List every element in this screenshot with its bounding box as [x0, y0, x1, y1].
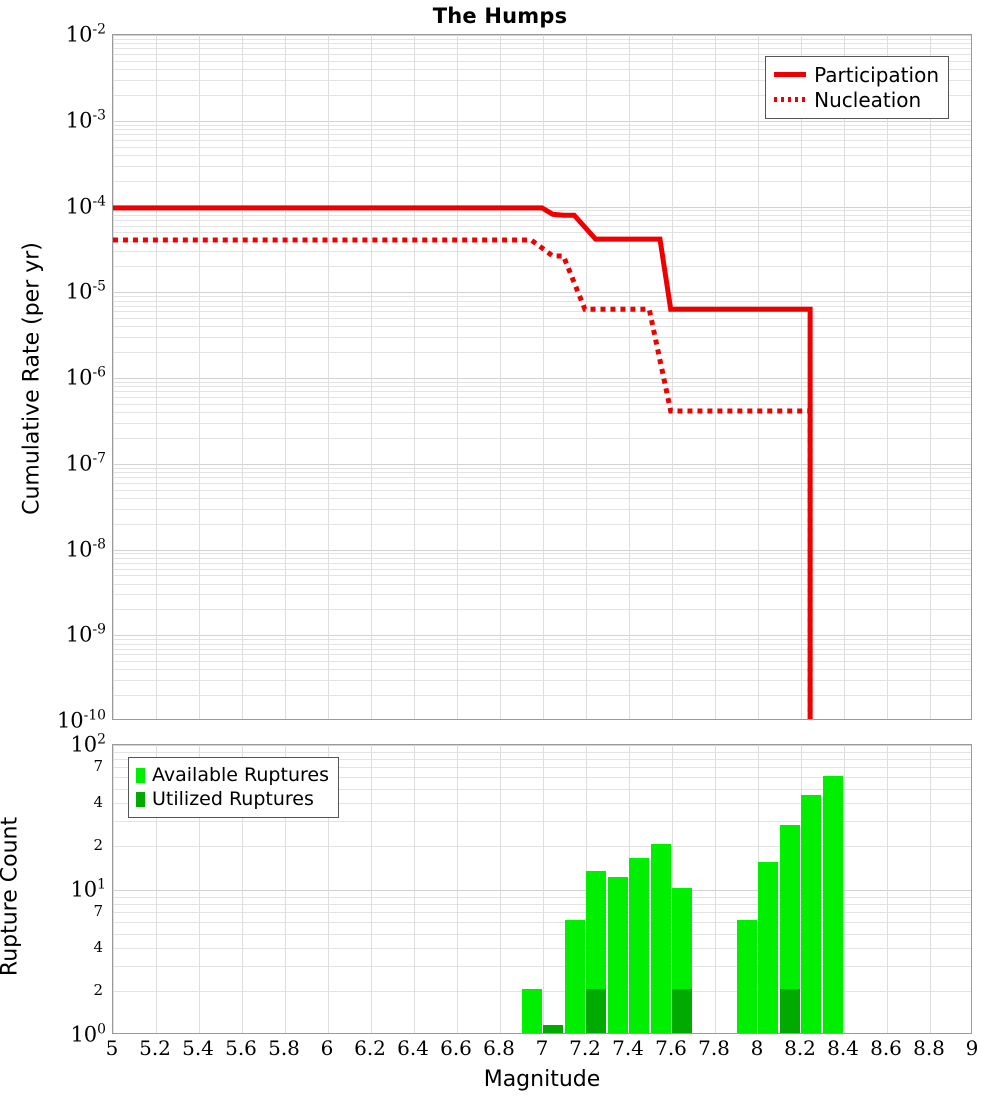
bar — [672, 745, 692, 1033]
x-tick: 6.2 — [354, 1036, 386, 1060]
page-title: The Humps — [432, 4, 568, 28]
top-y-axis-title: Cumulative Rate (per yr) — [19, 242, 45, 515]
bar — [650, 745, 671, 1033]
x-tick-labels: 5 5.2 5.4 5.6 5.8 6 6.2 6.4 6.6 6.8 7 7.2 7.4 7.6 7.8 8… — [106, 1036, 979, 1064]
utilized-bar-segment — [543, 1025, 563, 1033]
top-y-tick: 10-4 — [65, 193, 106, 218]
bar — [822, 745, 843, 1033]
cumulative-rate-plot: Participation Nucleation — [112, 34, 972, 720]
available-bar-segment — [607, 876, 628, 1033]
legend-item-available-ruptures[interactable]: Available Ruptures — [136, 763, 329, 787]
x-tick: 5.4 — [182, 1036, 214, 1060]
x-tick: 7.6 — [655, 1036, 687, 1060]
top-y-tick: 10-5 — [65, 278, 106, 304]
bottom-y-tick: 4 — [93, 792, 103, 811]
x-tick: 7.4 — [612, 1036, 644, 1060]
x-tick: 9 — [965, 1036, 979, 1060]
legend-item-participation[interactable]: Participation — [773, 62, 939, 87]
bar — [564, 745, 585, 1033]
x-tick: 6.8 — [483, 1036, 515, 1060]
available-bar-segment — [758, 862, 778, 1033]
top-y-tick: 10-6 — [65, 364, 106, 390]
x-tick: 5.8 — [268, 1036, 300, 1060]
bottom-y-tick: 7 — [93, 902, 103, 921]
utilized-bar-segment — [779, 989, 800, 1033]
x-tick: 8.4 — [827, 1036, 859, 1060]
available-bar-segment — [736, 920, 757, 1033]
bar — [736, 745, 757, 1033]
legend-label-available: Available Ruptures — [152, 764, 329, 786]
x-tick: 7 — [535, 1036, 549, 1060]
available-bar-segment — [779, 825, 800, 1033]
grid-top — [113, 35, 971, 719]
legend-label-nucleation: Nucleation — [814, 87, 922, 112]
x-tick: 7.2 — [569, 1036, 601, 1060]
bar — [543, 745, 563, 1033]
bottom-y-tick-labels: 102 7 4 2 101 7 4 2 100 — [0, 732, 106, 1047]
dotted-line-icon — [774, 97, 807, 102]
top-y-tick: 10-7 — [65, 450, 106, 476]
x-axis-title: Magnitude — [483, 1067, 601, 1092]
bar — [521, 745, 542, 1033]
available-bar-segment — [629, 858, 649, 1033]
x-tick: 8 — [750, 1036, 764, 1060]
bottom-y-axis-title: Rupture Count — [0, 816, 23, 977]
top-y-tick: 10-8 — [65, 536, 106, 561]
legend-bottom: Available Ruptures Utilized Ruptures — [128, 757, 339, 818]
grid-bottom — [113, 745, 971, 1033]
bottom-y-tick: 4 — [93, 937, 103, 956]
available-bar-segment — [822, 776, 843, 1033]
x-tick: 8.2 — [784, 1036, 816, 1060]
x-tick: 8.6 — [870, 1036, 902, 1060]
top-y-tick: 10-2 — [65, 21, 106, 47]
utilized-bar-segment — [586, 989, 606, 1033]
x-tick: 6.6 — [440, 1036, 472, 1060]
solid-line-icon — [774, 72, 807, 77]
top-y-tick: 10-3 — [65, 107, 106, 133]
bottom-y-tick: 2 — [93, 981, 103, 1000]
rupture-count-plot: Available Ruptures Utilized Ruptures — [112, 744, 972, 1034]
top-y-tick: 10-9 — [65, 621, 106, 647]
bottom-y-tick: 100 — [70, 1021, 106, 1047]
bar — [758, 745, 778, 1033]
x-tick: 7.8 — [698, 1036, 730, 1060]
legend-item-utilized-ruptures[interactable]: Utilized Ruptures — [136, 787, 329, 811]
available-bar-segment — [801, 794, 821, 1033]
bar — [607, 745, 628, 1033]
bottom-y-tick: 101 — [70, 876, 106, 902]
bar — [586, 745, 606, 1033]
x-tick: 6.4 — [397, 1036, 429, 1060]
bottom-y-tick: 102 — [70, 731, 106, 757]
top-y-tick: 10-10 — [56, 707, 106, 733]
x-tick: 8.8 — [913, 1036, 945, 1060]
bottom-y-tick: 7 — [93, 757, 103, 776]
legend-label-utilized: Utilized Ruptures — [152, 788, 314, 810]
bar-group — [113, 745, 971, 1033]
utilized-swatch-icon — [136, 791, 145, 807]
x-tick: 5 — [105, 1036, 119, 1060]
bar — [779, 745, 800, 1033]
bar — [801, 745, 821, 1033]
rate-curves — [113, 205, 813, 719]
available-bar-segment — [564, 920, 585, 1033]
available-swatch-icon — [136, 767, 145, 783]
available-bar-segment — [650, 844, 671, 1033]
available-bar-segment — [521, 989, 542, 1033]
legend-item-nucleation[interactable]: Nucleation — [773, 87, 939, 112]
x-tick: 5.2 — [139, 1036, 171, 1060]
series-participation — [113, 205, 813, 719]
series-nucleation — [113, 237, 813, 719]
bar — [629, 745, 649, 1033]
x-tick: 5.6 — [225, 1036, 257, 1060]
utilized-bar-segment — [672, 989, 692, 1033]
legend-top: Participation Nucleation — [765, 56, 949, 119]
top-y-tick-labels: 10-2 10-3 10-4 10-5 10-6 10-7 10-8 10-9 10-10 — [0, 22, 106, 733]
legend-label-participation: Participation — [814, 62, 939, 87]
x-tick: 6 — [320, 1036, 334, 1060]
bottom-y-tick: 2 — [93, 836, 103, 855]
